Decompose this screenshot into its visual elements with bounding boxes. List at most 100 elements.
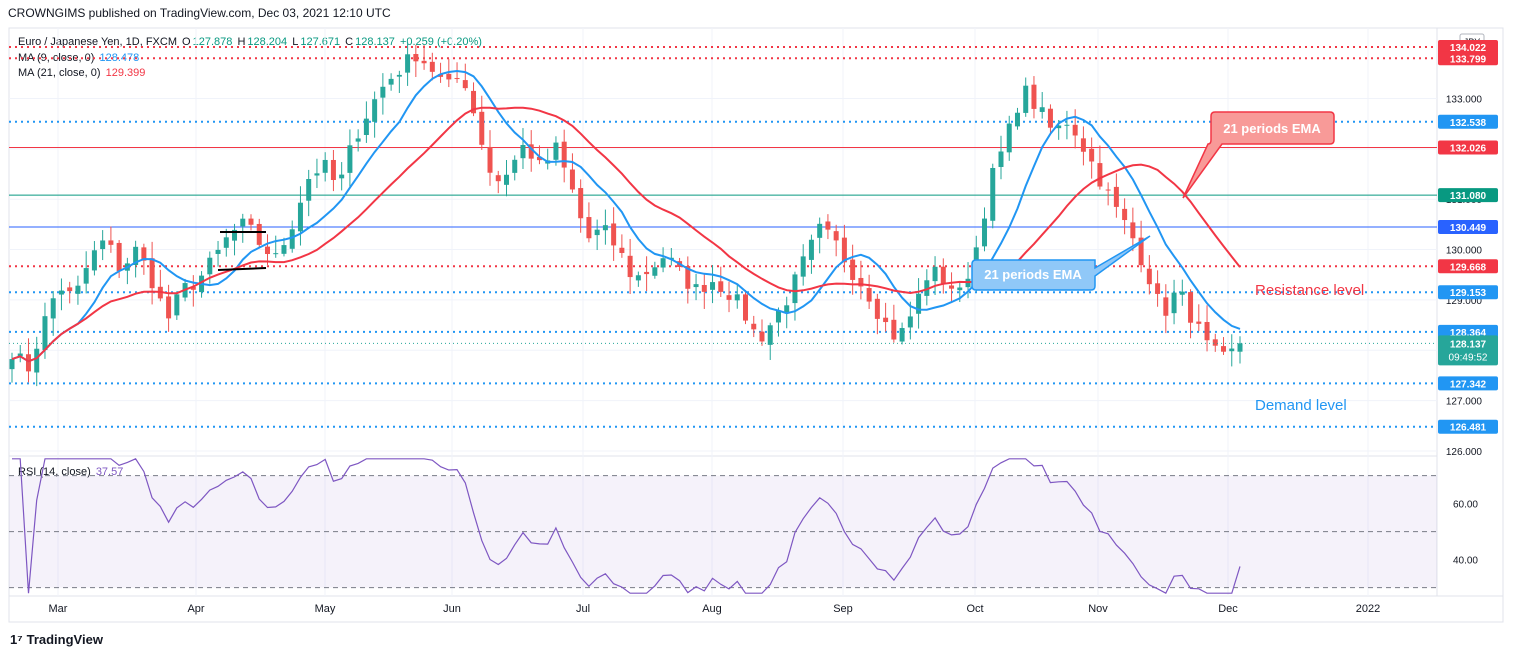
candle-body (429, 61, 435, 72)
price-badge-label: 133.799 (1450, 54, 1487, 65)
candle-body (1105, 189, 1111, 191)
candle-body (1146, 268, 1152, 285)
ma9-value: 128.478 (99, 52, 140, 64)
high-label: H (237, 36, 246, 48)
countdown-label: 09:49:52 (1449, 352, 1488, 363)
candle-body (1212, 339, 1218, 346)
time-tick-label: 2022 (1356, 603, 1380, 615)
time-tick-label: Mar (49, 603, 68, 615)
price-badge (1438, 40, 1498, 55)
price-badge (1438, 259, 1498, 274)
ema-callout-mid-box (971, 235, 1151, 291)
candle-body (446, 73, 452, 80)
candle-body (264, 246, 270, 255)
price-tick-label: 126.000 (1446, 447, 1483, 458)
price-axis[interactable] (1436, 27, 1504, 597)
candle-body (1113, 186, 1119, 207)
candle-body (800, 256, 806, 277)
candle-body (891, 319, 897, 340)
price-badge (1438, 285, 1498, 300)
time-tick-label: Apr (187, 603, 204, 615)
candle-body (1188, 292, 1194, 323)
price-badge (1438, 114, 1498, 129)
candle-body (190, 286, 196, 290)
rsi-legend[interactable]: RSI (14, close) 37.57 (18, 466, 125, 478)
candle-body (363, 118, 369, 135)
candle-body (586, 217, 592, 239)
candle-body (858, 277, 864, 287)
candle-body (627, 255, 633, 278)
tradingview-logo-text: TradingView (26, 632, 103, 647)
candle-body (1171, 292, 1177, 314)
price-tick-label: 130.000 (1446, 246, 1483, 257)
candle-body (619, 247, 625, 253)
candle-body (479, 111, 485, 145)
candle-body (1237, 343, 1243, 352)
low-label: L (292, 36, 299, 48)
candle-body (100, 240, 106, 250)
candle-body (833, 231, 839, 241)
candle-body (1130, 222, 1136, 239)
candle-body (1006, 123, 1012, 153)
candle-body (611, 223, 617, 246)
candle-body (421, 60, 427, 64)
horizontal-levels (9, 46, 1437, 428)
candle-body (1014, 112, 1020, 127)
candle-body (784, 305, 790, 313)
candle-body (50, 298, 56, 319)
tradingview-logo-icon: 1⁷ (10, 632, 23, 647)
candle-body (75, 285, 81, 294)
candle-body (330, 159, 336, 181)
candle-body (174, 294, 180, 316)
candle-body (207, 257, 213, 275)
candle-body (775, 310, 781, 323)
candle-body (652, 267, 658, 276)
candle-body (874, 298, 880, 319)
main-pane[interactable] (8, 27, 1438, 457)
candle-body (1163, 297, 1169, 316)
candle-body (1056, 125, 1062, 129)
price-tick-label: 129.000 (1446, 296, 1483, 307)
rsi-value: 37.57 (95, 466, 124, 478)
candle-body (495, 175, 501, 182)
ma9-legend[interactable]: MA (9, close, 0) 128.478 (18, 52, 141, 64)
candle-body (1072, 124, 1078, 136)
candle-body (438, 74, 444, 77)
candle-body (998, 151, 1004, 167)
candle-body (487, 146, 493, 173)
candle-body (1204, 321, 1210, 341)
drawn-line (217, 267, 267, 271)
change-value: +0.259 (+0.20%) (399, 36, 482, 48)
candle-body (83, 268, 89, 284)
candle-body (1039, 107, 1045, 112)
candle-body (520, 145, 526, 159)
price-badge (1438, 376, 1498, 391)
candle-body (141, 247, 147, 261)
candle-body (685, 266, 691, 289)
annotations: 21 periods EMA 21 periods EMA Resistance l… (217, 111, 1364, 414)
time-tick-label: May (315, 603, 336, 615)
price-badge-label: 128.364 (1450, 328, 1487, 339)
price-badge (1438, 419, 1498, 434)
candle-body (58, 290, 64, 295)
tradingview-logo[interactable]: 1⁷ TradingView (10, 632, 103, 647)
time-axis[interactable] (8, 595, 1504, 623)
ma21-value: 129.399 (105, 67, 146, 79)
candle-body (817, 223, 823, 238)
ma9-line (11, 69, 1241, 363)
moving-averages (11, 69, 1241, 363)
candle-body (1089, 148, 1095, 162)
price-chart[interactable]: 21 periods EMA 21 periods EMA Resistance l… (0, 0, 1514, 628)
candle-body (1229, 348, 1235, 352)
candle-body (693, 284, 699, 288)
candle-body (751, 323, 757, 330)
time-tick-label: Jun (443, 603, 461, 615)
candles (9, 42, 1243, 387)
candle-body (932, 266, 938, 282)
demand-label: Demand level (1255, 397, 1347, 414)
ma21-legend[interactable]: MA (21, close, 0) 129.399 (18, 67, 147, 79)
candle-body (17, 353, 23, 357)
candle-body (133, 246, 139, 265)
candle-body (1080, 138, 1086, 152)
ma21-line (11, 106, 1241, 363)
